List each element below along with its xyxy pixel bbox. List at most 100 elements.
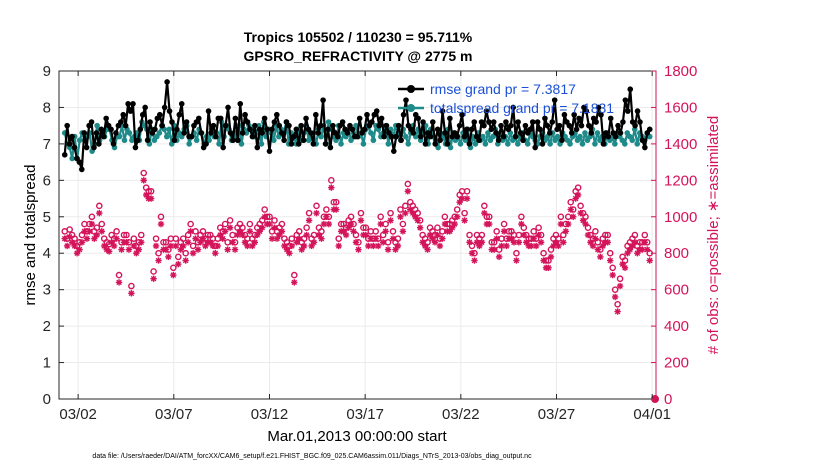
obs-possible-marker <box>513 249 520 257</box>
obs-assimilated-marker <box>357 217 365 224</box>
rmse-point <box>120 111 127 118</box>
obs-assimilated-marker <box>231 246 239 253</box>
x-axis-label: Mar.01,2013 00:00:00 start <box>267 428 447 445</box>
obs-possible-marker <box>379 231 387 239</box>
rmse-point <box>420 119 426 125</box>
obs-assimilated-marker <box>500 228 508 235</box>
rmse-point <box>588 130 595 136</box>
rmse-point <box>291 133 297 140</box>
spread-point <box>258 141 265 147</box>
obs-possible-marker <box>621 257 629 264</box>
obs-possible-marker <box>399 220 407 228</box>
obs-assimilated-marker <box>118 246 125 253</box>
rmse-point <box>464 126 470 133</box>
obs-possible-marker <box>330 198 338 206</box>
obs-assimilated-marker <box>394 242 402 250</box>
rmse-point <box>69 133 75 140</box>
obs-assimilated-marker <box>453 213 461 220</box>
rmse-point <box>83 144 90 151</box>
rmse-point <box>334 133 341 140</box>
obs-assimilated-marker <box>414 217 421 224</box>
obs-assimilated-marker <box>611 293 619 301</box>
rmse-point <box>476 137 482 144</box>
rmse-point <box>583 108 590 114</box>
obs-assimilated-marker <box>355 246 362 253</box>
obs-assimilated-marker <box>310 239 318 246</box>
obs-possible-marker <box>278 220 286 228</box>
obs-possible-marker <box>360 224 367 232</box>
rmse-point <box>439 108 446 114</box>
y-left-tick-label: 7 <box>43 136 51 153</box>
obs-possible-marker <box>261 206 268 213</box>
obs-assimilated-marker <box>520 231 528 239</box>
obs-possible-marker <box>461 209 468 217</box>
obs-assimilated-marker <box>456 199 463 206</box>
obs-assimilated-marker <box>498 242 505 250</box>
rmse-point <box>137 126 144 133</box>
obs-assimilated-marker <box>197 239 204 246</box>
rmse-point <box>222 122 229 129</box>
obs-assimilated-marker <box>128 290 135 297</box>
obs-possible-marker <box>221 220 229 228</box>
obs-possible-marker <box>577 202 584 210</box>
spread-point <box>370 137 377 144</box>
y-left-tick-label: 4 <box>43 245 51 262</box>
obs-possible-marker <box>189 242 197 250</box>
obs-assimilated-marker <box>545 264 552 271</box>
obs-assimilated-marker <box>387 217 394 224</box>
obs-possible-marker <box>535 224 542 232</box>
obs-assimilated-marker <box>268 235 276 242</box>
obs-assimilated-marker <box>184 239 192 246</box>
rmse-point <box>152 126 158 133</box>
rmse-point <box>230 137 236 144</box>
spread-point <box>592 141 598 147</box>
obs-possible-marker <box>313 202 320 210</box>
spread-point <box>634 141 641 147</box>
obs-possible-marker <box>611 286 619 293</box>
y-right-tick-label: 600 <box>664 282 689 299</box>
obs-possible-marker <box>150 268 157 275</box>
obs-possible-marker <box>172 235 180 242</box>
obs-possible-marker <box>303 224 310 232</box>
obs-assimilated-marker <box>172 242 180 250</box>
obs-assimilated-marker <box>147 195 155 202</box>
obs-assimilated-marker <box>333 206 340 213</box>
spread-point <box>94 122 100 129</box>
rmse-point <box>393 133 400 140</box>
obs-assimilated-marker <box>138 239 145 246</box>
rmse-point <box>157 111 163 118</box>
rmse-point <box>510 104 517 111</box>
rmse-point <box>507 122 514 129</box>
rmse-point <box>252 122 258 129</box>
obs-assimilated-marker <box>461 217 468 224</box>
rmse-point <box>595 104 602 111</box>
x-tick-label: 03/02 <box>59 406 97 423</box>
rmse-point <box>459 111 465 118</box>
obs-possible-marker <box>389 228 397 235</box>
obs-assimilated-marker <box>574 191 582 199</box>
rmse-point <box>512 133 519 140</box>
obs-assimilated-marker <box>177 246 184 253</box>
rmse-point <box>622 97 629 103</box>
rmse-point <box>259 130 265 136</box>
rmse-point <box>549 119 556 125</box>
rmse-point <box>71 144 78 151</box>
rmse-point <box>468 126 475 133</box>
obs-assimilated-marker <box>537 239 545 246</box>
spread-point <box>490 133 496 140</box>
obs-possible-marker <box>335 235 343 242</box>
obs-assimilated-marker <box>567 206 574 213</box>
obs-assimilated-marker <box>589 242 597 250</box>
rmse-point <box>66 141 73 147</box>
obs-possible-marker <box>493 228 500 235</box>
rmse-point <box>125 101 131 107</box>
obs-assimilated-marker <box>157 220 165 228</box>
rmse-point <box>376 122 382 129</box>
spread-point <box>163 133 170 140</box>
rmse-point <box>269 126 275 133</box>
rmse-point <box>288 141 295 147</box>
obs-possible-marker <box>641 231 649 239</box>
rmse-point <box>627 86 634 93</box>
obs-assimilated-marker <box>150 275 157 282</box>
rmse-point <box>93 130 100 136</box>
